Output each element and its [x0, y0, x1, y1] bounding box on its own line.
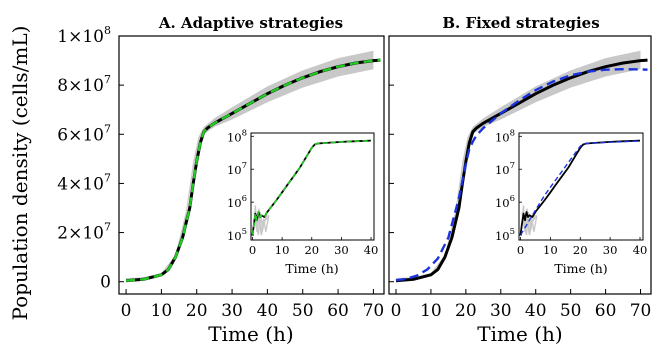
x-tick-label: 60	[327, 301, 349, 321]
inset-x-tick-label: 30	[334, 243, 349, 257]
inset-x-tick-label: 40	[633, 243, 648, 257]
series-line-2	[395, 67, 648, 282]
panel-b-inset-ticks: 0 10 20 30 40 105 106 107 108	[495, 128, 647, 257]
panel-a-title: A. Adaptive strategies	[158, 14, 343, 32]
inset-x-tick-label: 10	[543, 243, 558, 257]
x-tick-label: 0	[121, 301, 132, 321]
x-tick-label: 40	[257, 301, 279, 321]
panel-b-inset-x-axis-label: Time (h)	[554, 261, 607, 276]
y-tick-label: 8×107	[57, 73, 111, 96]
panel-b-inset-frame	[518, 132, 644, 241]
inset-x-tick-label: 20	[304, 243, 319, 257]
x-tick-label: 10	[420, 301, 442, 321]
panel-b-title: B. Fixed strategies	[442, 14, 599, 32]
x-tick-label: 40	[525, 301, 547, 321]
x-tick-label: 30	[221, 301, 243, 321]
y-axis-label: Population density (cells/mL)	[8, 26, 32, 321]
x-tick-label: 30	[490, 301, 512, 321]
panel-b-series	[395, 58, 648, 283]
inset-band-trace	[254, 211, 268, 236]
panel-a-inset-frame	[250, 132, 375, 241]
inset-y-tick-label: 105	[495, 227, 515, 243]
inset-y-tick-label: 107	[495, 161, 515, 177]
inset-y-tick-label: 105	[227, 227, 247, 243]
uncertainty-band	[396, 50, 641, 282]
x-tick-label: 50	[292, 301, 314, 321]
panel-a-inset: 0 10 20 30 40 105 106 107 108 Time (h)	[227, 128, 378, 276]
inset-y-tick-label: 107	[227, 161, 247, 177]
x-tick-label: 70	[363, 301, 385, 321]
uncertainty-band	[126, 50, 374, 282]
inset-x-tick-label: 0	[249, 243, 256, 257]
panel-a-adaptive-strategies: A. Adaptive strategies 0 10 20 30 40 50 60 70 0 2…	[57, 14, 385, 346]
panel-b-plot-area	[388, 35, 652, 295]
inset-band-trace	[253, 208, 270, 234]
inset-x-tick-label: 10	[275, 243, 290, 257]
inset-band-trace	[521, 208, 538, 234]
panel-b-uncertainty-band	[396, 50, 641, 282]
y-tick-label: 0	[100, 273, 111, 293]
panel-b-inset-series	[519, 139, 641, 236]
inset-x-tick-label: 20	[573, 243, 588, 257]
y-tick-label: 1×108	[57, 24, 111, 47]
inset-series-line-2	[251, 139, 372, 236]
panel-a-series	[125, 58, 381, 283]
panel-a-inset-series	[251, 139, 372, 236]
x-tick-label: 70	[630, 301, 652, 321]
y-tick-label: 2×107	[57, 221, 111, 244]
x-tick-label: 20	[186, 301, 208, 321]
panel-b-inset: 0 10 20 30 40 105 106 107 108 Time (h)	[495, 128, 647, 276]
inset-x-tick-label: 0	[517, 243, 524, 257]
y-tick-label: 6×107	[57, 122, 111, 145]
x-tick-label: 0	[391, 301, 402, 321]
inset-y-tick-label: 108	[495, 128, 515, 144]
panel-a-x-axis-label: Time (h)	[208, 322, 293, 346]
x-tick-label: 20	[455, 301, 477, 321]
series-line-2	[126, 58, 381, 282]
panel-b-fixed-strategies: B. Fixed strategies 0 10 20 30 40 50 60 70 Time…	[388, 14, 652, 346]
panel-b-ticks: 0 10 20 30 40 50 60 70	[389, 35, 652, 321]
panel-a-inset-x-axis-label: Time (h)	[285, 261, 338, 276]
inset-x-tick-label: 30	[603, 243, 618, 257]
inset-y-tick-label: 106	[227, 194, 247, 210]
x-tick-label: 10	[151, 301, 173, 321]
panel-a-uncertainty-band	[126, 50, 374, 282]
inset-x-tick-label: 40	[364, 243, 379, 257]
panel-b-x-axis-label: Time (h)	[477, 322, 562, 346]
panel-a-inset-ticks: 0 10 20 30 40 105 106 107 108	[227, 128, 378, 257]
x-tick-label: 50	[560, 301, 582, 321]
inset-y-tick-label: 106	[495, 194, 515, 210]
y-tick-label: 4×107	[57, 171, 111, 194]
inset-y-tick-label: 108	[227, 128, 247, 144]
x-tick-label: 60	[595, 301, 617, 321]
panel-a-ticks: 0 10 20 30 40 50 60 70 0 2×107 4×107 6×107 8×107 1×10…	[57, 24, 384, 321]
panel-a-plot-area	[118, 35, 385, 295]
